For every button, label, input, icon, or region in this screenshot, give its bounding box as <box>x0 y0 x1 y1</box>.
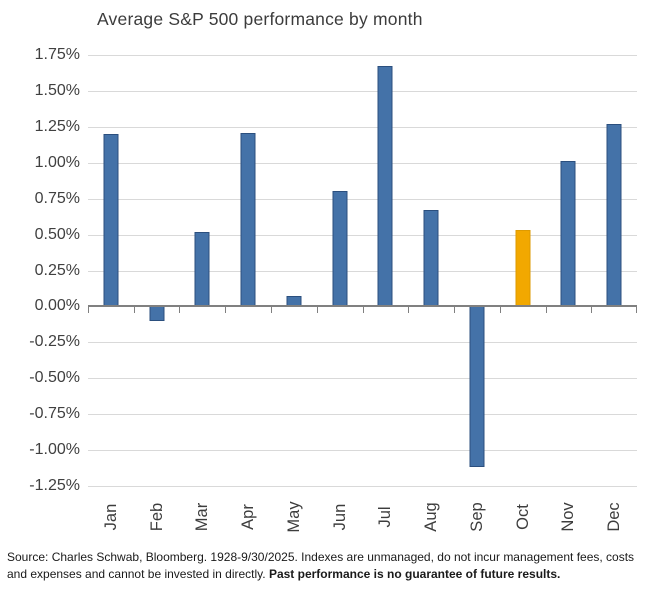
plot-area <box>88 55 637 487</box>
y-axis-label: 1.50% <box>34 81 80 99</box>
y-axis-label: -1.00% <box>29 441 80 459</box>
source-text: Source: Charles Schwab, Bloomberg. 1928-… <box>7 550 635 582</box>
gridline <box>88 90 637 92</box>
gridline <box>88 270 637 272</box>
axis-tick <box>88 307 89 314</box>
gridline <box>88 378 637 380</box>
axis-tick <box>408 307 410 314</box>
gridline <box>88 450 637 452</box>
bar-jun <box>332 191 348 307</box>
zero-axis-line <box>88 305 637 308</box>
y-axis-label: -0.75% <box>29 405 80 423</box>
y-axis-label: -1.25% <box>29 477 80 494</box>
axis-tick <box>270 307 272 314</box>
gridline <box>88 126 637 128</box>
x-axis: Jan Feb Mar Apr May Jun Jul Aug Sep Oct Nov Dec <box>88 488 637 546</box>
bar-feb <box>149 306 165 321</box>
axis-tick <box>636 307 637 314</box>
bar-jan <box>103 134 119 307</box>
y-axis-label: 0.00% <box>34 297 80 315</box>
bar-aug <box>423 210 439 307</box>
axis-tick <box>133 307 135 314</box>
gridline <box>88 234 637 236</box>
bar-oct <box>515 230 531 307</box>
bar-dec <box>606 123 622 307</box>
axis-tick <box>362 307 364 314</box>
y-axis-label: 0.75% <box>34 189 80 207</box>
bar-apr <box>240 132 256 307</box>
gridline <box>88 162 637 164</box>
axis-tick <box>499 307 501 314</box>
source-note: Source: Charles Schwab, Bloomberg. 1928-… <box>7 549 655 583</box>
y-axis-label: 1.00% <box>34 153 80 171</box>
gridline <box>88 342 637 344</box>
y-axis-label: 0.50% <box>34 225 80 243</box>
axis-tick <box>453 307 455 314</box>
x-axis-label-dec: Dec <box>604 502 623 532</box>
axis-tick <box>316 307 318 314</box>
gridline <box>88 486 637 487</box>
bar-jul <box>377 66 393 307</box>
axis-tick <box>591 307 593 314</box>
y-axis-label: -0.50% <box>29 369 80 387</box>
y-axis-label: -0.25% <box>29 333 80 351</box>
y-axis-label: 1.25% <box>34 117 80 135</box>
gridline <box>88 198 637 200</box>
axis-tick <box>545 307 547 314</box>
source-disclaimer: Past performance is no guarantee of futu… <box>268 567 561 582</box>
axis-tick <box>225 307 227 314</box>
y-axis-label: 1.75% <box>34 46 80 63</box>
y-axis-label: 0.25% <box>34 261 80 279</box>
axis-tick <box>179 307 181 314</box>
y-axis: 1.75% 1.50% 1.25% 1.00% 0.75% 0.50% 0.25% 0.00%… <box>0 46 80 494</box>
bar-mar <box>194 231 210 307</box>
gridline <box>88 414 637 416</box>
gridline <box>88 55 637 56</box>
bar-sep <box>469 306 485 468</box>
chart-title: Average S&P 500 performance by month <box>97 9 423 29</box>
bar-nov <box>560 161 576 307</box>
